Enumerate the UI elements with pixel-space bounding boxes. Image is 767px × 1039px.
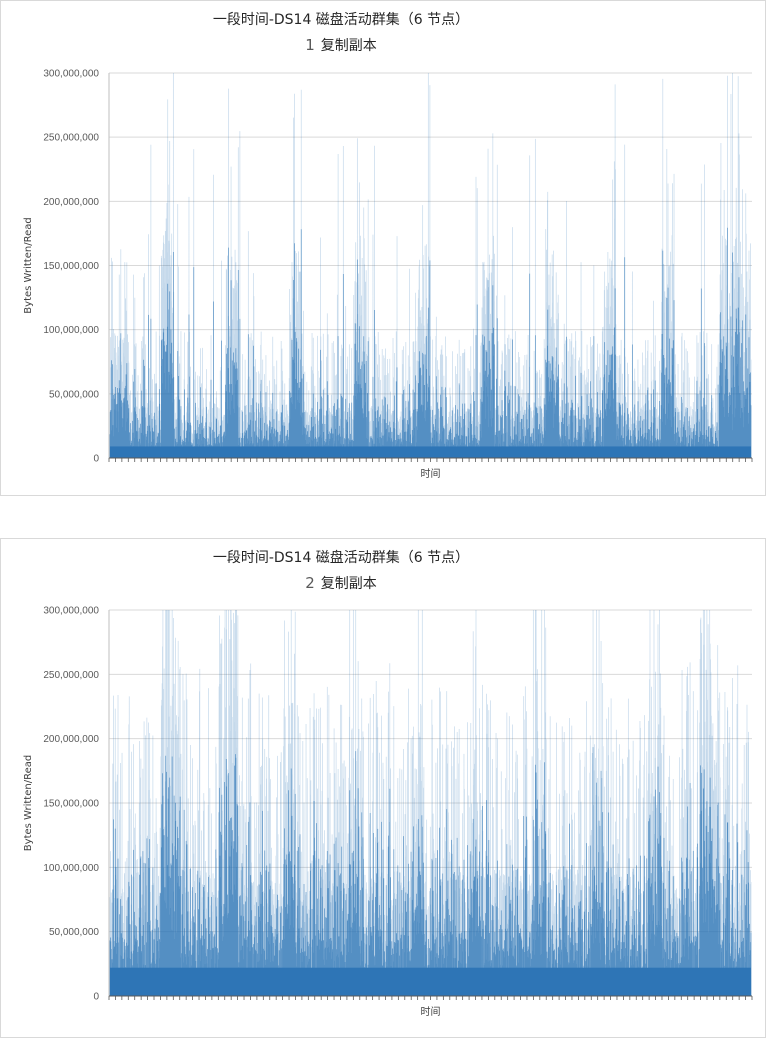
- chart-title: 一段时间-DS14 磁盘活动群集（6 节点）: [212, 12, 470, 28]
- y-tick-label: 0: [93, 992, 99, 1003]
- y-tick-label: 200,000,000: [43, 197, 99, 208]
- y-axis-label: Bytes Written/Read: [23, 217, 34, 313]
- disk-activity-chart-2: 0 50,000,000 100,000,000 150,000,000 200,000…: [23, 606, 753, 1018]
- subtitle-text: 复制副本: [320, 576, 377, 592]
- chart-subtitle: 1 复制副本: [1, 36, 681, 55]
- series-trace: [109, 610, 752, 996]
- y-tick-label: 100,000,000: [43, 325, 99, 336]
- y-tick-label: 250,000,000: [43, 133, 99, 144]
- x-tick-marks: [108, 458, 753, 462]
- y-tick-label: 50,000,000: [49, 927, 99, 938]
- y-tick-label: 50,000,000: [49, 389, 99, 400]
- series-trace: [109, 73, 752, 458]
- subtitle-number: 2: [305, 574, 315, 592]
- y-tick-label: 100,000,000: [43, 863, 99, 874]
- y-tick-label: 150,000,000: [43, 799, 99, 810]
- x-axis-label: 时间: [421, 467, 441, 480]
- x-tick-marks: [108, 996, 753, 1000]
- chart-title: 一段时间-DS14 磁盘活动群集（6 节点）: [212, 550, 470, 566]
- disk-activity-chart-1: 0 50,000,000 100,000,000 150,000,000 200,000…: [23, 69, 753, 480]
- y-tick-label: 300,000,000: [43, 69, 99, 80]
- trace-base: [110, 446, 751, 458]
- chart-panel-1: 一段时间-DS14 磁盘活动群集（6 节点） 1 复制副本 0 50,000,000…: [0, 0, 766, 496]
- chart-subtitle: 2 复制副本: [1, 574, 681, 593]
- y-tick-label: 0: [93, 454, 99, 465]
- x-axis-ticks: [108, 996, 753, 1000]
- y-tick-label: 300,000,000: [43, 606, 99, 617]
- y-tick-label: 150,000,000: [43, 261, 99, 272]
- x-axis-ticks: [108, 458, 753, 462]
- chart-panel-2: 一段时间-DS14 磁盘活动群集（6 节点） 2 复制副本 0 50,000,000…: [0, 538, 766, 1038]
- y-tick-label: 200,000,000: [43, 734, 99, 745]
- y-tick-label: 250,000,000: [43, 670, 99, 681]
- y-axis-label: Bytes Written/Read: [23, 755, 34, 851]
- subtitle-text: 复制副本: [320, 38, 377, 54]
- x-axis-label: 时间: [421, 1005, 441, 1018]
- subtitle-number: 1: [305, 36, 315, 54]
- trace-base: [110, 967, 751, 996]
